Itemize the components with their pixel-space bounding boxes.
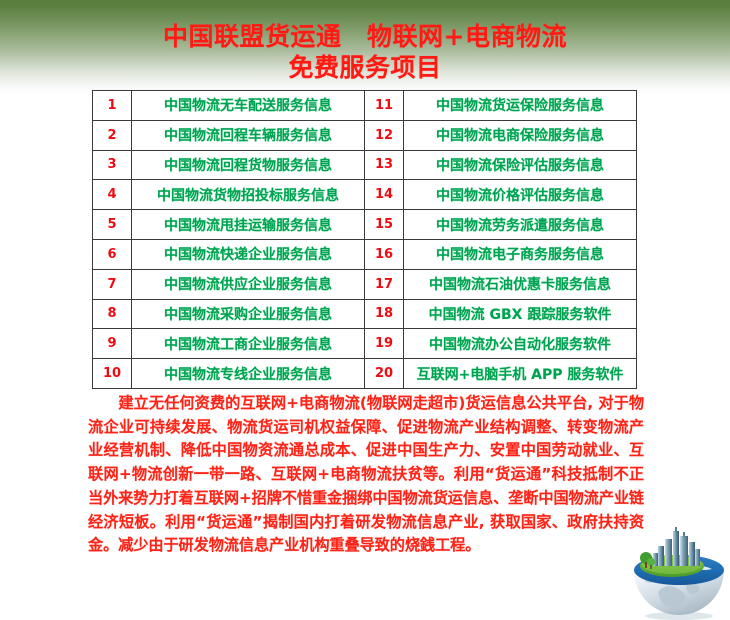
service-label[interactable]: 中国物流电子商务服务信息: [403, 238, 637, 270]
table-row: 6 中国物流快递企业服务信息 16 中国物流电子商务服务信息: [92, 238, 637, 270]
service-label[interactable]: 中国物流无车配送服务信息: [131, 90, 365, 121]
row-number: 10: [92, 358, 132, 389]
row-number: 20: [364, 358, 404, 389]
service-label[interactable]: 中国物流货运保险服务信息: [403, 90, 637, 121]
row-number: 1: [92, 90, 132, 121]
table-row: 9 中国物流工商企业服务信息 19 中国物流办公自动化服务软件: [92, 328, 637, 360]
service-label[interactable]: 中国物流工商企业服务信息: [131, 328, 365, 360]
row-number: 14: [364, 179, 404, 211]
row-number: 11: [364, 90, 404, 121]
row-number: 19: [364, 328, 404, 360]
earth-city-globe-icon: [628, 522, 730, 620]
service-label[interactable]: 中国物流 GBX 跟踪服务软件: [403, 298, 637, 330]
table-row: 4 中国物流货物招投标服务信息 14 中国物流价格评估服务信息: [92, 179, 637, 211]
table-row: 3 中国物流回程货物服务信息 13 中国物流保险评估服务信息: [92, 149, 637, 181]
title-line-1: 中国联盟货运通 物联网+电商物流: [163, 22, 567, 51]
service-label[interactable]: 中国物流电商保险服务信息: [403, 119, 637, 151]
row-number: 9: [92, 328, 132, 360]
service-label[interactable]: 中国物流办公自动化服务软件: [403, 328, 637, 360]
service-label[interactable]: 中国物流回程车辆服务信息: [131, 119, 365, 151]
row-number: 15: [364, 209, 404, 240]
service-label[interactable]: 中国物流货物招投标服务信息: [131, 179, 365, 211]
table-row: 7 中国物流供应企业服务信息 17 中国物流石油优惠卡服务信息: [92, 268, 637, 300]
table-row: 10 中国物流专线企业服务信息 20 互联网+电脑手机 APP 服务软件: [92, 358, 637, 389]
row-number: 13: [364, 149, 404, 181]
row-number: 17: [364, 268, 404, 300]
service-label[interactable]: 中国物流快递企业服务信息: [131, 238, 365, 270]
services-table-body: 1 中国物流无车配送服务信息 11 中国物流货运保险服务信息 2 中国物流回程车…: [92, 90, 637, 389]
row-number: 18: [364, 298, 404, 330]
service-label[interactable]: 中国物流供应企业服务信息: [131, 268, 365, 300]
service-label[interactable]: 中国物流采购企业服务信息: [131, 298, 365, 330]
service-label[interactable]: 中国物流石油优惠卡服务信息: [403, 268, 637, 300]
service-label[interactable]: 中国物流劳务派遣服务信息: [403, 209, 637, 240]
table-row: 1 中国物流无车配送服务信息 11 中国物流货运保险服务信息: [92, 90, 637, 121]
row-number: 6: [92, 238, 132, 270]
row-number: 8: [92, 298, 132, 330]
services-table: 1 中国物流无车配送服务信息 11 中国物流货运保险服务信息 2 中国物流回程车…: [92, 90, 637, 389]
service-label[interactable]: 中国物流专线企业服务信息: [131, 358, 365, 389]
service-label[interactable]: 互联网+电脑手机 APP 服务软件: [403, 358, 637, 389]
row-number: 3: [92, 149, 132, 181]
row-number: 2: [92, 119, 132, 151]
table-row: 8 中国物流采购企业服务信息 18 中国物流 GBX 跟踪服务软件: [92, 298, 637, 330]
description-paragraph: 建立无任何资费的互联网+电商物流(物联网走超市)货运信息公共平台, 对于物流企业…: [88, 394, 644, 555]
service-label[interactable]: 中国物流保险评估服务信息: [403, 149, 637, 181]
service-label[interactable]: 中国物流价格评估服务信息: [403, 179, 637, 211]
row-number: 7: [92, 268, 132, 300]
row-number: 12: [364, 119, 404, 151]
page-title: 中国联盟货运通 物联网+电商物流 免费服务项目: [0, 22, 730, 83]
service-label[interactable]: 中国物流甩挂运输服务信息: [131, 209, 365, 240]
service-label[interactable]: 中国物流回程货物服务信息: [131, 149, 365, 181]
row-number: 16: [364, 238, 404, 270]
table-row: 2 中国物流回程车辆服务信息 12 中国物流电商保险服务信息: [92, 119, 637, 151]
row-number: 4: [92, 179, 132, 211]
row-number: 5: [92, 209, 132, 240]
table-row: 5 中国物流甩挂运输服务信息 15 中国物流劳务派遣服务信息: [92, 209, 637, 240]
title-line-2: 免费服务项目: [288, 52, 442, 82]
